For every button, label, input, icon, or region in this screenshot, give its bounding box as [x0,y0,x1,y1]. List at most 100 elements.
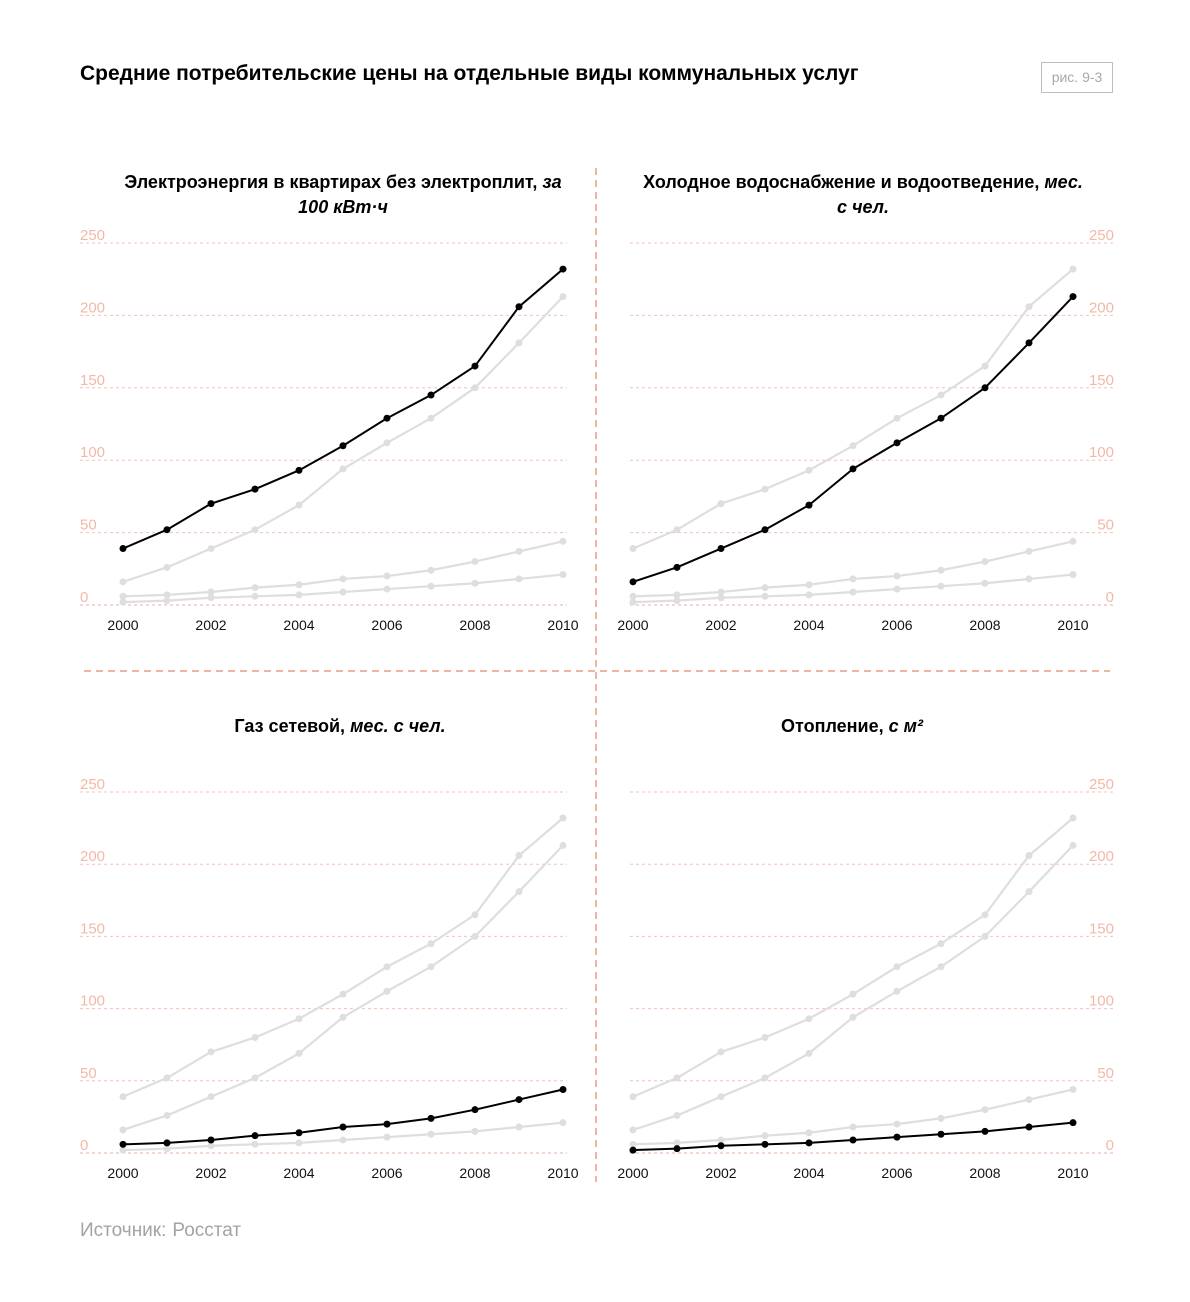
data-point-muted [163,591,171,599]
data-point-muted [717,594,725,602]
y-tick-label: 50 [1097,1065,1114,1082]
x-tick-label: 2008 [459,1165,490,1181]
data-point-muted [717,500,725,508]
panel-title-unit: мес. с чел. [837,172,1083,217]
data-point-muted [295,1049,303,1057]
data-point-muted [629,545,637,553]
x-tick-label: 2006 [881,617,912,633]
y-tick-label: 50 [80,517,97,534]
data-point-muted [893,585,901,593]
y-tick-label: 250 [1089,776,1114,793]
panel-title-gas: Газ сетевой, мес. с чел. [120,714,560,739]
panel-title-text: Электроэнергия в квартирах без электропл… [124,172,538,192]
data-point-muted [673,526,681,534]
data-point-muted [163,563,171,571]
data-point-muted [937,582,945,590]
data-point-muted [893,572,901,580]
panel-title-unit: мес. с чел. [350,716,446,736]
data-point-highlight [937,1130,945,1138]
data-point-muted [251,592,259,600]
x-tick-label: 2008 [969,617,1000,633]
data-point-highlight [761,1140,769,1148]
data-point-highlight [981,1127,989,1135]
source-note: Источник: Росстат [80,1220,241,1242]
data-point-highlight [761,526,769,534]
data-point-muted [471,384,479,392]
data-point-muted [629,1093,637,1101]
series-line-muted [632,268,1074,550]
series-line-highlight [632,295,1074,583]
data-point-highlight [849,465,857,473]
x-tick-label: 2006 [371,617,402,633]
data-point-highlight [427,391,435,399]
data-point-muted [251,1033,259,1041]
source-prefix: Источник: [80,1220,167,1241]
y-tick-label: 150 [80,372,105,389]
data-point-muted [1069,814,1077,822]
x-tick-label: 2010 [547,1165,578,1181]
y-tick-label: 200 [1089,299,1114,316]
x-tick-label: 2008 [969,1165,1000,1181]
x-tick-label: 2008 [459,617,490,633]
panel-title-text: Холодное водоснабжение и водоотведение, [643,172,1040,192]
data-point-highlight [849,1136,857,1144]
data-point-muted [761,1132,769,1140]
data-point-muted [1069,571,1077,579]
x-tick-label: 2006 [371,1165,402,1181]
data-point-muted [119,598,127,606]
data-point-muted [163,1074,171,1082]
series-line-muted [122,540,564,598]
data-point-muted [893,414,901,422]
data-point-muted [981,558,989,566]
data-point-muted [383,987,391,995]
data-point-muted [559,571,567,579]
page-title: Средние потребительские цены на отдельны… [80,62,859,85]
data-point-muted [119,1126,127,1134]
data-point-muted [761,1033,769,1041]
data-point-highlight [937,414,945,422]
panel-title-water: Холодное водоснабжение и водоотведение, … [643,170,1083,220]
data-point-muted [295,1015,303,1023]
data-point-muted [805,1015,813,1023]
data-point-muted [471,558,479,566]
data-point-highlight [163,526,171,534]
data-point-highlight [805,1139,813,1147]
x-tick-label: 2002 [195,1165,226,1181]
data-point-muted [515,1123,523,1131]
data-point-muted [383,585,391,593]
data-point-highlight [717,1142,725,1150]
data-point-muted [981,362,989,370]
data-point-muted [383,963,391,971]
data-point-muted [1025,852,1033,860]
data-point-highlight [383,1120,391,1128]
data-point-muted [849,442,857,450]
panel-title-heating: Отопление, с м² [632,714,1072,739]
data-point-highlight [673,563,681,571]
x-tick-label: 2000 [107,617,138,633]
data-point-highlight [515,1096,523,1104]
x-tick-label: 2000 [107,1165,138,1181]
data-point-muted [207,545,215,553]
data-point-muted [515,547,523,555]
y-tick-label: 50 [80,1065,97,1082]
data-point-muted [1025,575,1033,583]
x-tick-label: 2010 [547,617,578,633]
data-point-muted [427,1130,435,1138]
data-point-muted [339,575,347,583]
data-point-muted [673,1139,681,1147]
data-point-highlight [471,1106,479,1114]
y-tick-label: 0 [80,1137,88,1154]
y-tick-label: 150 [80,920,105,937]
data-point-muted [383,439,391,447]
x-tick-label: 2000 [617,617,648,633]
panel-title-text: Газ сетевой, [234,716,346,736]
data-point-muted [805,1129,813,1137]
data-point-highlight [427,1114,435,1122]
x-tick-label: 2000 [617,1165,648,1181]
data-point-muted [981,1106,989,1114]
data-point-muted [471,911,479,919]
data-point-highlight [673,1145,681,1153]
data-point-muted [383,572,391,580]
data-point-muted [515,339,523,347]
